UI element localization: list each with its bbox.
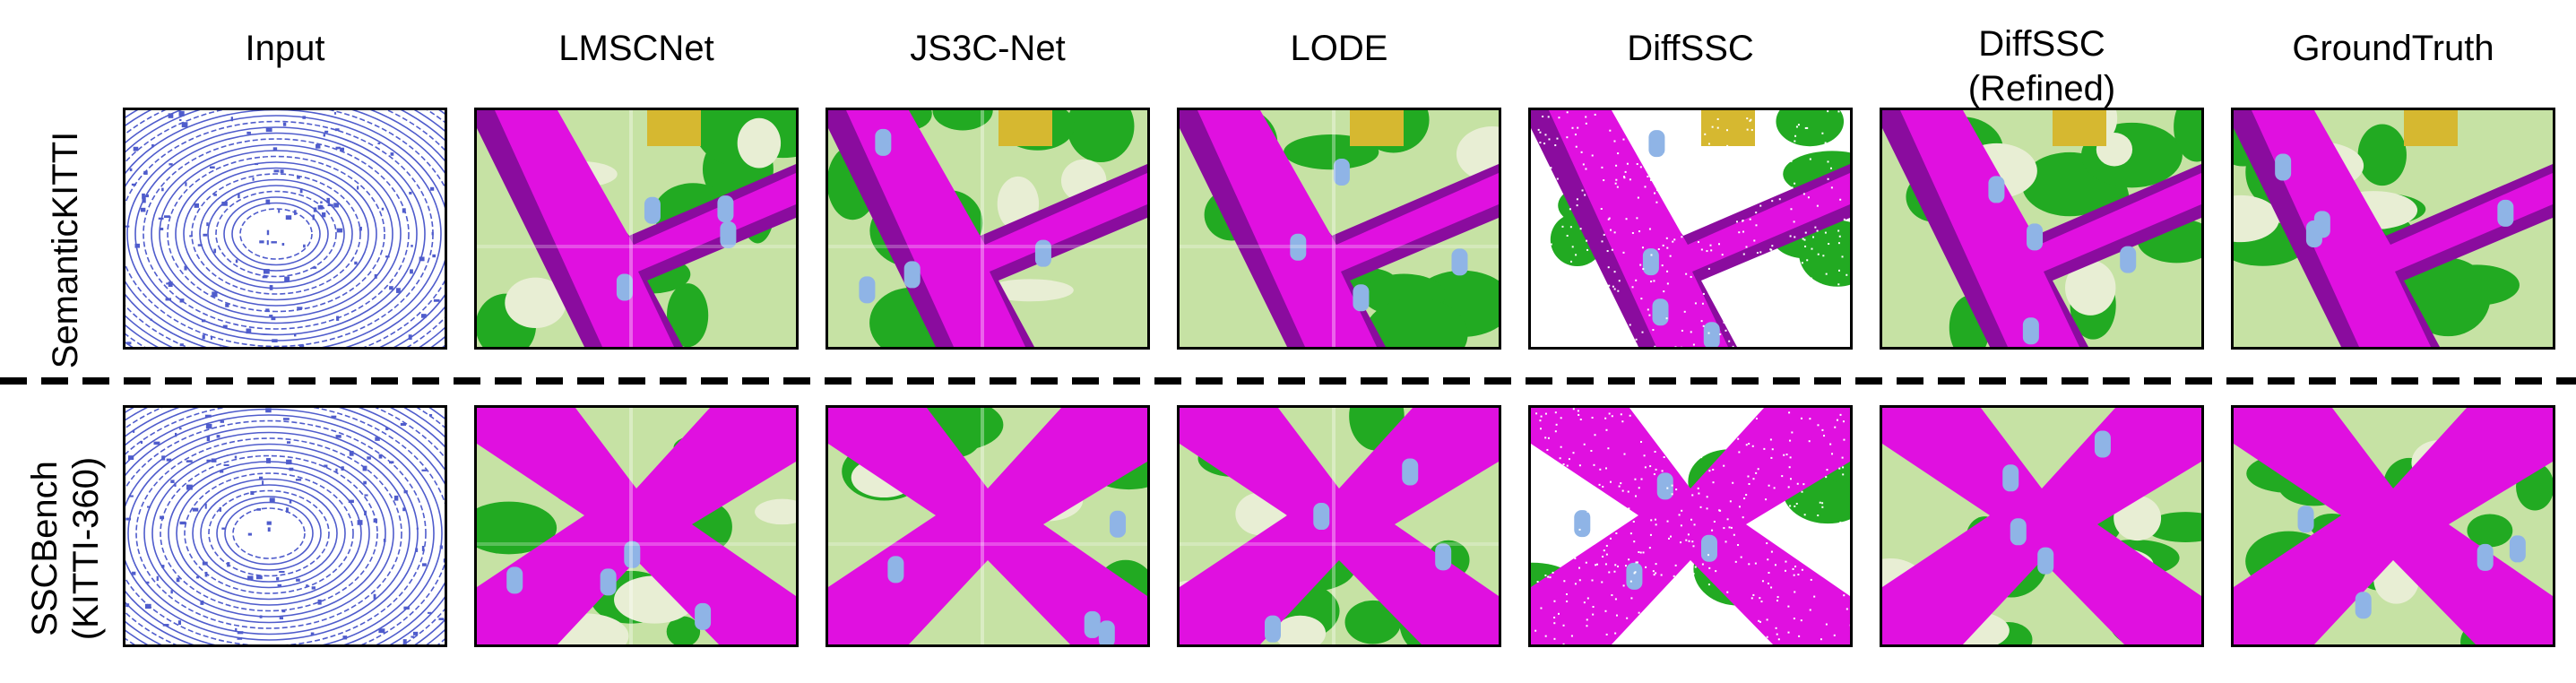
column-title-diffssc-refined: DiffSSC (Refined) (1880, 22, 2204, 111)
semantic-map-image-r0-c4 (1528, 108, 1853, 350)
semantic-map-image-r1-c1 (474, 405, 799, 647)
semantic-map-image-r0-c5 (1880, 108, 2204, 350)
column-title-lmscnet: LMSCNet (474, 27, 799, 70)
semantic-map-image-r1-c2 (826, 405, 1150, 647)
semantic-map-image-r0-c2 (826, 108, 1150, 350)
semantic-map-image-r1-c4 (1528, 405, 1853, 647)
row-label-sscbench: SSCBench (KITTI-360) (24, 414, 107, 683)
column-title-diffssc: DiffSSC (1528, 27, 1853, 70)
lidar-scan-image-r1-c0 (123, 405, 447, 647)
semantic-map-image-r0-c1 (474, 108, 799, 350)
row-label-semantickitti: SemanticKITTI (45, 116, 86, 385)
semantic-map-image-r0-c3 (1177, 108, 1501, 350)
semantic-map-image-r1-c6 (2231, 405, 2555, 647)
column-title-lode: LODE (1177, 27, 1501, 70)
column-title-groundtruth: GroundTruth (2231, 27, 2555, 70)
column-title-input: Input (123, 27, 447, 70)
semantic-map-image-r0-c6 (2231, 108, 2555, 350)
semantic-map-image-r1-c3 (1177, 405, 1501, 647)
lidar-scan-image-r0-c0 (123, 108, 447, 350)
qualitative-comparison-figure: Input LMSCNet JS3C-Net LODE DiffSSC Diff… (0, 0, 2576, 667)
semantic-map-image-r1-c5 (1880, 405, 2204, 647)
column-title-js3c-net: JS3C-Net (826, 27, 1150, 70)
dashed-separator (0, 377, 2576, 385)
